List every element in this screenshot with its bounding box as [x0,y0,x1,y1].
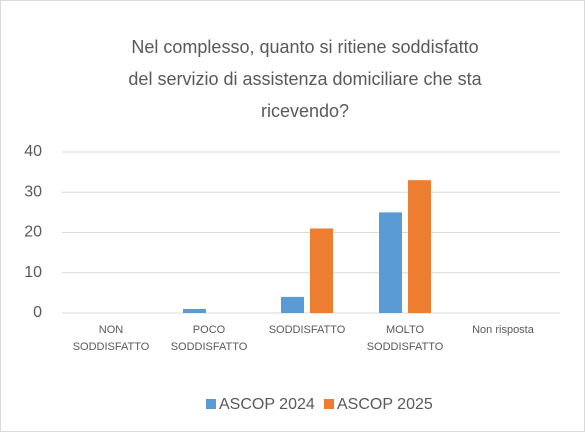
y-tick-label: 20 [24,224,42,241]
y-tick-label: 40 [24,143,42,160]
legend-swatch [206,399,216,409]
x-tick-label: Non risposta [472,324,535,336]
y-tick-label: 10 [24,264,42,281]
legend-label: ASCOP 2024 [219,396,315,413]
x-tick-label: SODDISFATTO [269,324,346,336]
x-tick-label: MOLTO SODDISFATTO [367,324,444,353]
chart-title: Nel complesso, quanto si ritiene soddisf… [128,37,482,121]
legend-swatch [324,399,334,409]
y-tick-label: 0 [33,304,42,321]
bar [379,212,402,313]
y-tick-label: 30 [24,183,42,200]
legend-label: ASCOP 2025 [337,396,433,413]
x-tick-label: POCO SODDISFATTO [171,324,248,353]
bar [183,308,206,313]
bar [281,296,304,313]
bar [310,228,333,313]
bar [408,180,431,313]
x-tick-label: NON SODDISFATTO [73,324,150,353]
